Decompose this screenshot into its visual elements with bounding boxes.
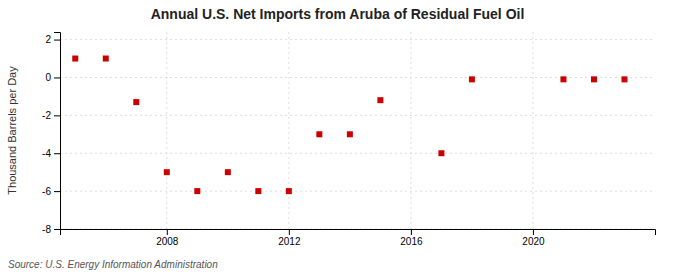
tick-label: -6: [42, 186, 51, 197]
tick-label: -2: [42, 110, 51, 121]
point: [469, 76, 475, 82]
tick-mark: [533, 229, 534, 235]
point: [255, 188, 261, 194]
tick-mark: [167, 229, 168, 235]
axis-line: [61, 230, 656, 236]
grid-line: [532, 32, 533, 229]
tick-mark: [54, 229, 60, 230]
grid-line: [288, 32, 289, 229]
point: [560, 76, 566, 82]
point: [377, 97, 383, 103]
tick: 2: [45, 34, 60, 45]
point: [72, 56, 78, 62]
point: [103, 56, 109, 62]
axis-line: [54, 33, 61, 230]
tick-label: 2: [45, 34, 51, 45]
tick-label: 2016: [400, 236, 423, 247]
tick-label: -4: [42, 148, 51, 159]
tick-label: 2008: [156, 236, 179, 247]
tick: -4: [42, 148, 60, 159]
tick-mark: [411, 229, 412, 235]
tick-mark: [54, 191, 60, 192]
tick: -6: [42, 186, 60, 197]
tick: -2: [42, 110, 60, 121]
point: [591, 76, 597, 82]
tick-mark: [54, 115, 60, 116]
point: [133, 99, 139, 105]
tick: 2012: [278, 229, 301, 247]
tick-label: -8: [42, 224, 51, 235]
tick-label: 2020: [522, 236, 545, 247]
grid-line: [166, 32, 167, 229]
tick-mark: [54, 153, 60, 154]
tick-mark: [54, 40, 60, 41]
point: [194, 188, 200, 194]
chart: 2008 2012 2016 2020 -8 -6 -4 -2 0 2 Annual U.S. Ne…: [0, 0, 675, 275]
tick: 2020: [522, 229, 545, 247]
tick: 2008: [156, 229, 179, 247]
y-axis-title: Thousand Barrels per Day: [6, 66, 18, 195]
y-axis: -8 -6 -4 -2 0 2: [42, 33, 60, 235]
point: [316, 131, 322, 137]
point: [347, 131, 353, 137]
annotation: Source: U.S. Energy Information Administ…: [8, 259, 218, 270]
point: [164, 169, 170, 175]
tick-mark: [54, 77, 60, 78]
grid-line: [60, 153, 655, 154]
tick: -8: [42, 224, 60, 235]
grid-line: [60, 191, 655, 192]
point: [225, 169, 231, 175]
tick-label: 0: [45, 72, 51, 83]
tick-mark: [289, 229, 290, 235]
point: [438, 150, 444, 156]
points: [72, 56, 627, 195]
x-axis: 2008 2012 2016 2020: [61, 229, 656, 247]
grid: [60, 32, 655, 229]
grid-line: [60, 115, 655, 116]
point: [621, 76, 627, 82]
grid-line: [60, 39, 655, 40]
title: Annual U.S. Net Imports from Aruba of Re…: [151, 6, 525, 22]
grid-line: [410, 32, 411, 229]
tick-label: 2012: [278, 236, 301, 247]
tick: 0: [45, 72, 60, 83]
plot-area: 2008 2012 2016 2020 -8 -6 -4 -2 0 2: [42, 32, 655, 247]
tick: 2016: [400, 229, 423, 247]
point: [286, 188, 292, 194]
